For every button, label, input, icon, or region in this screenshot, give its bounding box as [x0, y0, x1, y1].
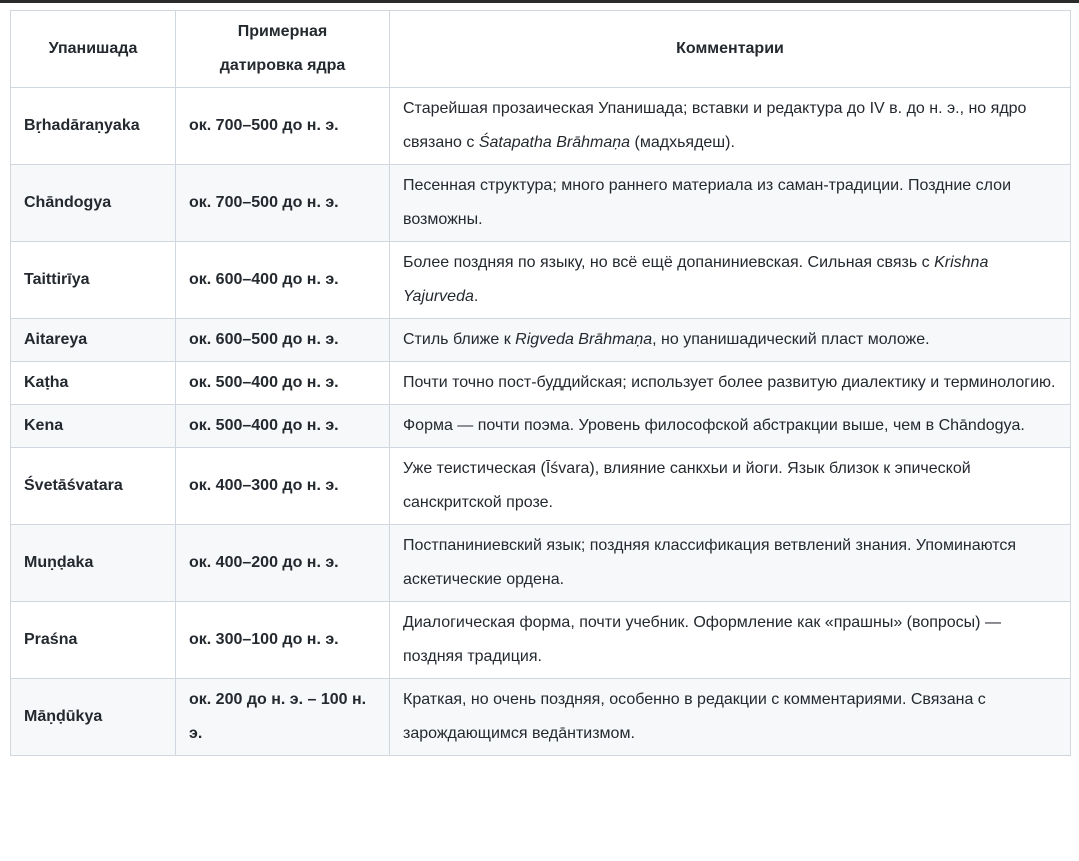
upanishad-name-cell: Chāndogya: [10, 164, 176, 242]
comment-italic-term: Śatapatha Brāhmaṇa: [478, 134, 631, 151]
column-header-upanishad: Упанишада: [10, 10, 176, 88]
table-row: Aitareya ок. 600–500 до н. э. Стиль ближе …: [10, 318, 1071, 362]
comment-text: Постпаниниевский язык; поздняя классифик…: [403, 537, 1017, 588]
comment-cell: Форма — почти поэма. Уровень философской…: [389, 404, 1071, 448]
comment-text: Краткая, но очень поздняя, особенно в ре…: [403, 691, 986, 742]
comment-text: Старейшая прозаическая Упанишада; вставк…: [403, 100, 1027, 151]
upanishad-name-cell: Māṇḍūkya: [10, 678, 176, 756]
table-row: Muṇḍaka ок. 400–200 до н. э. Постпаниниевс…: [10, 524, 1071, 602]
comment-cell: Краткая, но очень поздняя, особенно в ре…: [389, 678, 1071, 756]
header-row: Упанишада Примерная датировка ядра Комме…: [10, 10, 1071, 88]
comment-cell: Более поздняя по языку, но всё ещё допан…: [389, 241, 1071, 319]
dating-cell: ок. 500–400 до н. э.: [175, 361, 390, 405]
dating-cell: ок. 700–500 до н. э.: [175, 164, 390, 242]
comment-cell: Постпаниниевский язык; поздняя классифик…: [389, 524, 1071, 602]
table-row: Chāndogya ок. 700–500 до н. э. Песенная ст…: [10, 164, 1071, 242]
table-row: Māṇḍūkya ок. 200 до н. э. – 100 н. э. Крат…: [10, 678, 1071, 756]
table-body: Bṛhadāraṇyaka ок. 700–500 до н. э. Старейш…: [10, 87, 1071, 756]
upanishad-name-cell: Praśna: [10, 601, 176, 679]
dating-cell: ок. 500–400 до н. э.: [175, 404, 390, 448]
top-divider-bar: [0, 0, 1079, 3]
comment-cell: Уже теистическая (Īśvara), влияние санкх…: [389, 447, 1071, 525]
comment-text: .: [473, 288, 479, 305]
upanishad-name-cell: Aitareya: [10, 318, 176, 362]
comment-text: (мадхьядеш).: [630, 134, 735, 151]
comment-text: Почти точно пост-буддийская; использует …: [403, 374, 1056, 391]
comment-text: Уже теистическая (Īśvara), влияние санкх…: [403, 460, 971, 511]
table-row: Bṛhadāraṇyaka ок. 700–500 до н. э. Старейш…: [10, 87, 1071, 165]
comment-italic-term: Krishna Yajurveda: [403, 254, 989, 305]
document-body: Упанишада Примерная датировка ядра Комме…: [0, 3, 1079, 756]
comment-italic-term: Rigveda Brāhmaṇa: [515, 331, 653, 348]
dating-cell: ок. 400–300 до н. э.: [175, 447, 390, 525]
upanishad-dating-table: Упанишада Примерная датировка ядра Комме…: [10, 10, 1071, 756]
table-row: Kena ок. 500–400 до н. э. Форма — почти по…: [10, 404, 1071, 448]
dating-cell: ок. 700–500 до н. э.: [175, 87, 390, 165]
dating-cell: ок. 600–400 до н. э.: [175, 241, 390, 319]
comment-cell: Песенная структура; много раннего матери…: [389, 164, 1071, 242]
comment-text: , но упанишадический пласт моложе.: [652, 331, 930, 348]
comment-text: Диалогическая форма, почти учебник. Офор…: [403, 614, 1001, 665]
table-row: Kaṭha ок. 500–400 до н. э. Почти точно пос…: [10, 361, 1071, 405]
dating-cell: ок. 400–200 до н. э.: [175, 524, 390, 602]
upanishad-name-cell: Kaṭha: [10, 361, 176, 405]
table-row: Taittirīya ок. 600–400 до н. э. Более позд…: [10, 241, 1071, 319]
upanishad-name-cell: Śvetāśvatara: [10, 447, 176, 525]
column-header-dating-line1: Примерная: [237, 23, 328, 40]
upanishad-name-cell: Bṛhadāraṇyaka: [10, 87, 176, 165]
column-header-dating-line2: датировка ядра: [219, 57, 346, 74]
column-header-comments: Комментарии: [389, 10, 1071, 88]
upanishad-name-cell: Muṇḍaka: [10, 524, 176, 602]
comment-cell: Диалогическая форма, почти учебник. Офор…: [389, 601, 1071, 679]
comment-cell: Стиль ближе к Rigveda Brāhmaṇa, но упани…: [389, 318, 1071, 362]
comment-cell: Старейшая прозаическая Упанишада; вставк…: [389, 87, 1071, 165]
dating-cell: ок. 300–100 до н. э.: [175, 601, 390, 679]
column-header-dating: Примерная датировка ядра: [175, 10, 390, 88]
table-row: Śvetāśvatara ок. 400–300 до н. э. Уже теис…: [10, 447, 1071, 525]
comment-text: Более поздняя по языку, но всё ещё допан…: [403, 254, 935, 271]
comment-text: Форма — почти поэма. Уровень философской…: [403, 417, 1025, 434]
comment-text: Песенная структура; много раннего матери…: [403, 177, 1011, 228]
upanishad-name-cell: Taittirīya: [10, 241, 176, 319]
upanishad-name-cell: Kena: [10, 404, 176, 448]
comment-cell: Почти точно пост-буддийская; использует …: [389, 361, 1071, 405]
dating-cell: ок. 200 до н. э. – 100 н. э.: [175, 678, 390, 756]
table-header: Упанишада Примерная датировка ядра Комме…: [10, 10, 1071, 88]
dating-cell: ок. 600–500 до н. э.: [175, 318, 390, 362]
table-row: Praśna ок. 300–100 до н. э. Диалогическая …: [10, 601, 1071, 679]
comment-text: Стиль ближе к: [403, 331, 516, 348]
